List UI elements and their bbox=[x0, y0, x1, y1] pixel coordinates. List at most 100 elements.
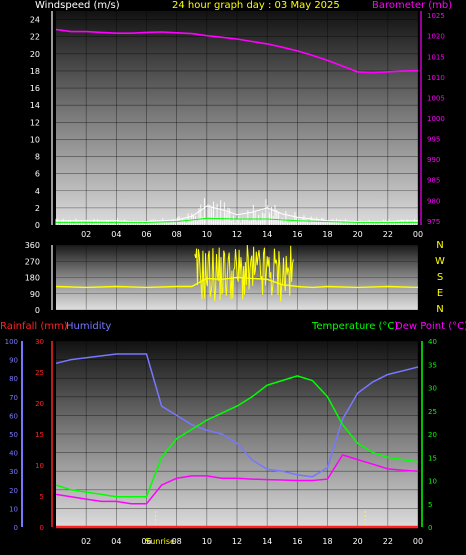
humidity-tick-label: 100 bbox=[5, 338, 18, 346]
humidity-axis-label: Humidity bbox=[66, 321, 112, 332]
x-tick-label: 08 bbox=[172, 230, 182, 239]
direction-tick-label: 90 bbox=[30, 290, 40, 299]
humidity-line bbox=[55, 353, 419, 478]
x-tick-label: 12 bbox=[232, 537, 242, 546]
barometer-tick-label: 1005 bbox=[427, 94, 445, 102]
compass-label: W bbox=[435, 256, 445, 267]
windspeed-axis-label: Windspeed (m/s) bbox=[35, 0, 120, 11]
wind-direction-spike bbox=[194, 244, 294, 302]
x-tick-label: 16 bbox=[292, 230, 302, 239]
dewpoint-axis-label: Dew Point (°C) bbox=[395, 321, 466, 332]
barometer-tick-label: 995 bbox=[427, 136, 440, 144]
windspeed-tick-label: 4 bbox=[35, 187, 40, 196]
barometer-tick-label: 1020 bbox=[427, 33, 445, 41]
windspeed-tick-label: 16 bbox=[30, 84, 40, 93]
direction-tick-label: 360 bbox=[25, 241, 40, 250]
barometer-line bbox=[55, 28, 419, 74]
compass-label: S bbox=[437, 272, 443, 283]
direction-tick-label: 270 bbox=[25, 257, 40, 266]
temperature-tick-label: 40 bbox=[428, 338, 437, 346]
windspeed-tick-label: 6 bbox=[35, 170, 40, 179]
axis-ticks: 0246810121416182022249759809859909951000… bbox=[5, 12, 445, 546]
dewpoint-line bbox=[55, 454, 419, 505]
humidity-tick-label: 70 bbox=[9, 394, 18, 402]
x-tick-label: 02 bbox=[81, 537, 91, 546]
barometer-tick-label: 985 bbox=[427, 177, 440, 185]
x-tick-label: 06 bbox=[141, 537, 151, 546]
temperature-tick-label: 35 bbox=[428, 361, 437, 369]
wind-direction-spikes bbox=[194, 244, 294, 302]
barometer-tick-label: 990 bbox=[427, 156, 440, 164]
humidity-tick-label: 90 bbox=[9, 357, 18, 365]
windspeed-tick-label: 0 bbox=[35, 221, 40, 230]
barometer-tick-label: 1010 bbox=[427, 74, 445, 82]
compass-label: N bbox=[436, 240, 443, 251]
windspeed-tick-label: 18 bbox=[30, 67, 40, 76]
rainfall-tick-label: 20 bbox=[35, 400, 44, 408]
x-tick-label: 04 bbox=[111, 537, 121, 546]
x-tick-label: 14 bbox=[262, 230, 272, 239]
direction-tick-label: 180 bbox=[25, 274, 40, 283]
x-tick-label: 00 bbox=[413, 230, 423, 239]
x-tick-label: 14 bbox=[262, 537, 272, 546]
sunrise-markers bbox=[155, 511, 366, 527]
barometer-tick-label: 1015 bbox=[427, 53, 445, 61]
humidity-tick-label: 40 bbox=[9, 450, 18, 458]
x-tick-label: 10 bbox=[202, 230, 212, 239]
top-plot-grid bbox=[56, 11, 419, 226]
humidity-tick-label: 20 bbox=[9, 487, 18, 495]
graph-title: 24 hour graph day : 03 May 2025 bbox=[172, 0, 340, 11]
axis-lines bbox=[21, 11, 423, 527]
temperature-tick-label: 25 bbox=[428, 408, 437, 416]
temperature-axis-label: Temperature (°C) bbox=[312, 321, 399, 332]
barometer-tick-label: 980 bbox=[427, 197, 440, 205]
barometer-axis-label: Barometer (mb) bbox=[372, 0, 453, 11]
direction-tick-label: 0 bbox=[35, 306, 40, 315]
bottom-plot-grid bbox=[56, 340, 419, 528]
x-tick-label: 02 bbox=[81, 230, 91, 239]
x-tick-label: 18 bbox=[322, 537, 332, 546]
humidity-tick-label: 60 bbox=[9, 412, 18, 420]
barometer-tick-label: 1025 bbox=[427, 12, 445, 20]
windspeed-tick-label: 2 bbox=[35, 204, 40, 213]
rainfall-axis-label: Rainfall (mm) bbox=[0, 321, 68, 332]
x-tick-label: 12 bbox=[232, 230, 242, 239]
humidity-tick-label: 10 bbox=[9, 505, 18, 513]
x-tick-label: 10 bbox=[202, 537, 212, 546]
x-tick-label: 20 bbox=[353, 230, 363, 239]
wind-average-line bbox=[56, 217, 418, 223]
rainfall-tick-label: 5 bbox=[40, 493, 44, 501]
rainfall-tick-label: 0 bbox=[40, 524, 44, 532]
x-tick-label: 22 bbox=[383, 537, 393, 546]
temperature-tick-label: 5 bbox=[428, 501, 432, 509]
windspeed-tick-label: 8 bbox=[35, 153, 40, 162]
temperature-line bbox=[55, 375, 419, 498]
temperature-tick-label: 30 bbox=[428, 385, 437, 393]
compass-label: N bbox=[436, 304, 443, 315]
wind-speed-line bbox=[56, 205, 418, 223]
x-tick-label: 08 bbox=[172, 537, 182, 546]
temperature-tick-label: 15 bbox=[428, 454, 437, 462]
sunrise-label: Sunrise bbox=[145, 537, 175, 546]
rainfall-tick-label: 25 bbox=[35, 369, 44, 377]
rainfall-tick-label: 30 bbox=[35, 338, 44, 346]
barometer-tick-label: 1000 bbox=[427, 115, 445, 123]
x-tick-label: 00 bbox=[413, 537, 423, 546]
temperature-tick-label: 0 bbox=[428, 524, 432, 532]
windspeed-tick-label: 10 bbox=[30, 135, 40, 144]
wind-direction-line bbox=[55, 276, 419, 289]
temperature-tick-label: 10 bbox=[428, 478, 437, 486]
temperature-tick-label: 20 bbox=[428, 431, 437, 439]
windspeed-tick-label: 12 bbox=[30, 118, 40, 127]
x-tick-label: 06 bbox=[141, 230, 151, 239]
x-tick-label: 04 bbox=[111, 230, 121, 239]
x-tick-label: 18 bbox=[322, 230, 332, 239]
windspeed-tick-label: 22 bbox=[30, 33, 40, 42]
windspeed-tick-label: 24 bbox=[30, 16, 40, 25]
humidity-tick-label: 80 bbox=[9, 375, 18, 383]
x-tick-label: 16 bbox=[292, 537, 302, 546]
humidity-tick-label: 50 bbox=[9, 431, 18, 439]
x-tick-label: 20 bbox=[353, 537, 363, 546]
windspeed-tick-label: 20 bbox=[30, 50, 40, 59]
